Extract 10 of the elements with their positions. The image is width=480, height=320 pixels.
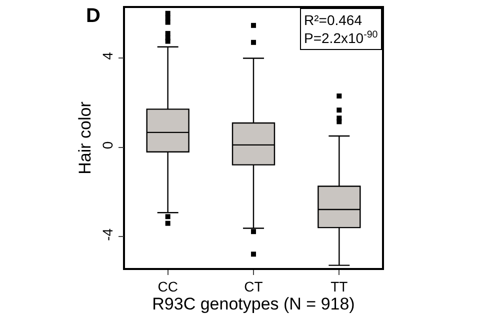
text: D — [86, 5, 100, 27]
y-tick-label: 0 — [100, 141, 116, 150]
x-tick-label: CT — [244, 278, 264, 295]
x-tick-label: TT — [330, 278, 348, 295]
annotation: R²=0.464 P=2.2x10$^{-90}$ — [304, 12, 378, 46]
y-tick-label: -4 — [100, 228, 116, 241]
y-tick-label: 4 — [100, 52, 116, 60]
x-axis-title: R93C genotypes (N = 918) — [152, 294, 355, 314]
x-tick-label: CC — [158, 278, 178, 295]
y-axis-title: Hair color — [76, 101, 95, 174]
